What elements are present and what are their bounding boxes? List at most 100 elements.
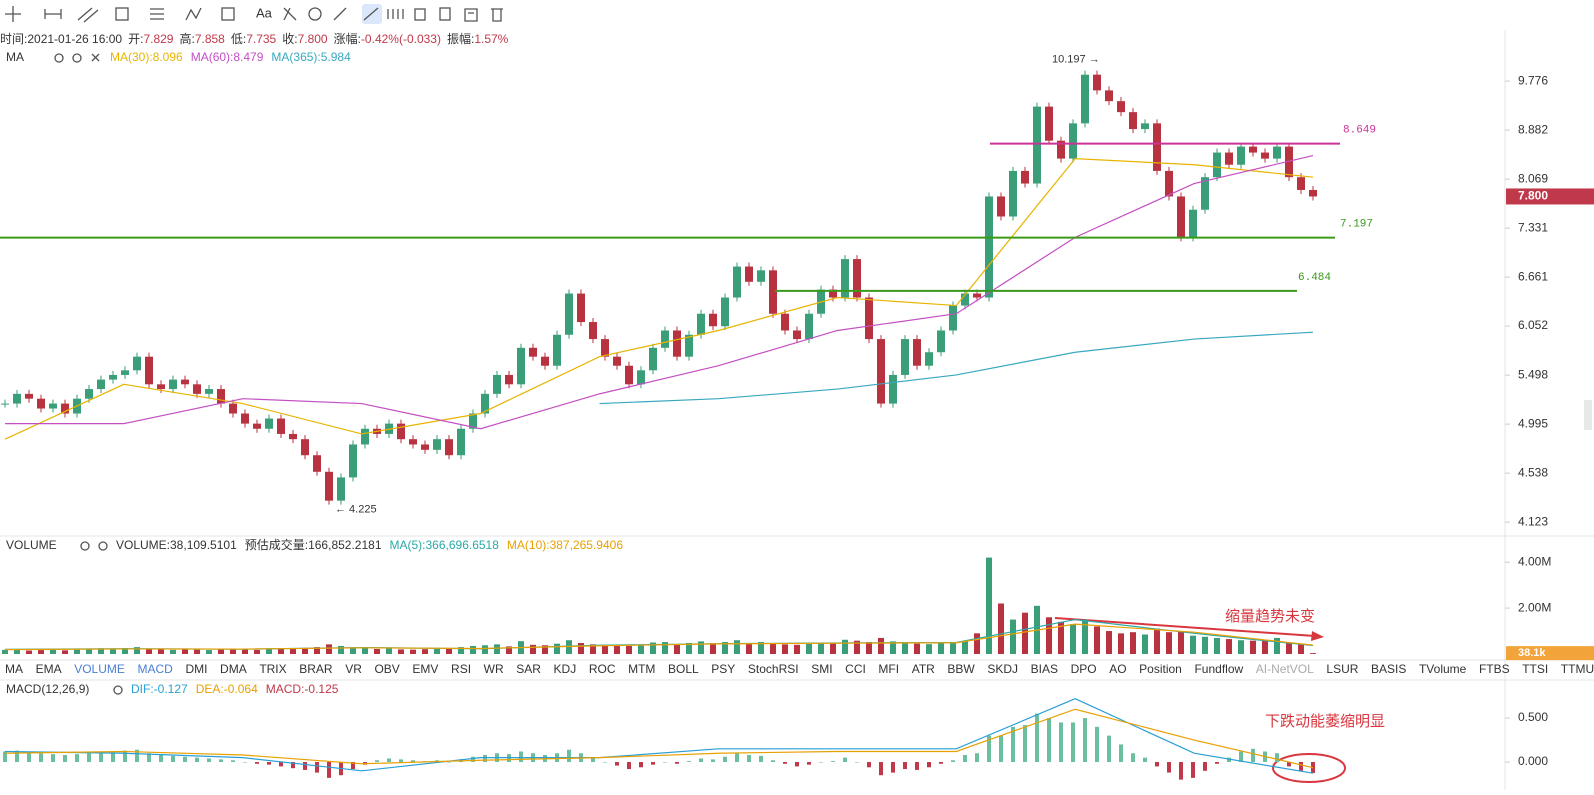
indicator-tab[interactable]: BOLL bbox=[668, 662, 699, 676]
indicator-tab[interactable]: AI-NetVOL bbox=[1256, 662, 1314, 676]
y-tick-label: 6.661 bbox=[1518, 269, 1548, 283]
indicator-tab[interactable]: MACD bbox=[138, 662, 174, 676]
layer-tool[interactable] bbox=[464, 8, 478, 22]
info-value: 7.800 bbox=[298, 32, 328, 46]
indicator-tab[interactable]: AO bbox=[1109, 662, 1126, 676]
indicator-tab[interactable]: VOLUME bbox=[74, 662, 125, 676]
indicator-tab[interactable]: TTSI bbox=[1522, 662, 1548, 676]
eye-icon[interactable] bbox=[98, 541, 108, 551]
indicator-tab[interactable]: LSUR bbox=[1326, 662, 1358, 676]
delete-tool[interactable] bbox=[491, 8, 503, 22]
volume-bar bbox=[602, 644, 608, 654]
indicator-tab[interactable]: VR bbox=[345, 662, 362, 676]
brush-tool[interactable] bbox=[283, 7, 297, 21]
grid-tool[interactable] bbox=[387, 9, 404, 19]
volume-bar bbox=[710, 643, 716, 654]
indicator-tab[interactable]: BBW bbox=[947, 662, 975, 676]
indicator-tab[interactable]: Fundflow bbox=[1194, 662, 1243, 676]
trend-tool[interactable] bbox=[77, 7, 99, 23]
candle-body bbox=[649, 347, 657, 371]
volume-bar bbox=[1298, 643, 1304, 654]
indicator-tab[interactable]: BIAS bbox=[1031, 662, 1058, 676]
crosshair-tool[interactable] bbox=[5, 6, 21, 22]
indicator-tab[interactable]: TTMU bbox=[1561, 662, 1594, 676]
macd-bar bbox=[51, 754, 55, 763]
draw-tool[interactable] bbox=[363, 7, 379, 21]
indicator-tab[interactable]: BRAR bbox=[299, 662, 333, 676]
indicator-tab[interactable]: Position bbox=[1139, 662, 1182, 676]
wave-tool[interactable] bbox=[185, 7, 202, 21]
copy-tool[interactable] bbox=[439, 7, 451, 21]
settings-icon[interactable] bbox=[80, 541, 90, 551]
fib-tool[interactable] bbox=[150, 8, 164, 20]
macd-bar bbox=[831, 761, 835, 763]
volume-bar bbox=[818, 642, 824, 654]
volume-bar bbox=[1082, 619, 1088, 654]
indicator-tab[interactable]: WR bbox=[484, 662, 504, 676]
volume-legend-item: MA(5):366,696.6518 bbox=[390, 538, 500, 552]
macd-legend-item: DIF:-0.127 bbox=[131, 682, 188, 696]
indicator-tab[interactable]: DPO bbox=[1071, 662, 1097, 676]
indicator-tab[interactable]: ATR bbox=[912, 662, 935, 676]
macd-bar bbox=[1155, 762, 1159, 767]
indicator-tab[interactable]: StochRSI bbox=[748, 662, 799, 676]
indicator-tab[interactable]: OBV bbox=[374, 662, 399, 676]
y-tick-label: 4.00M bbox=[1518, 554, 1551, 568]
close-icon[interactable] bbox=[91, 53, 100, 62]
ma-legend-item: MA(30):8.096 bbox=[110, 50, 183, 64]
indicator-tab[interactable]: TRIX bbox=[259, 662, 286, 676]
macd-bar bbox=[1239, 751, 1243, 763]
indicator-tab[interactable]: DMA bbox=[220, 662, 247, 676]
indicator-tab[interactable]: MA bbox=[5, 662, 23, 676]
y-tick-label: 2.00M bbox=[1518, 600, 1551, 614]
candle-body bbox=[1117, 101, 1125, 113]
indicator-tab[interactable]: EMV bbox=[412, 662, 438, 676]
magnet-tool[interactable] bbox=[308, 7, 322, 21]
indicator-tab[interactable]: FTBS bbox=[1479, 662, 1510, 676]
info-value: 7.858 bbox=[195, 32, 225, 46]
indicator-tab[interactable]: TVolume bbox=[1419, 662, 1467, 676]
macd-line bbox=[4, 708, 1314, 769]
volume-bar bbox=[542, 645, 548, 654]
macd-bar bbox=[1167, 762, 1171, 773]
indicator-tab[interactable]: EMA bbox=[36, 662, 62, 676]
side-handle[interactable] bbox=[1584, 400, 1592, 430]
macd-bar bbox=[1083, 718, 1087, 763]
volume-bar bbox=[98, 648, 104, 654]
indicator-tab[interactable]: MTM bbox=[628, 662, 655, 676]
indicator-tab[interactable]: SAR bbox=[516, 662, 541, 676]
macd-bar bbox=[747, 754, 751, 763]
indicator-tab[interactable]: SKDJ bbox=[987, 662, 1018, 676]
indicator-tab[interactable]: BASIS bbox=[1371, 662, 1406, 676]
rect-tool[interactable] bbox=[115, 7, 129, 21]
info-label: 高: bbox=[179, 31, 194, 46]
candle-body bbox=[1057, 140, 1065, 159]
indicator-tab[interactable]: RSI bbox=[451, 662, 471, 676]
text-tool[interactable]: Aa bbox=[256, 5, 273, 20]
candle-body bbox=[1093, 74, 1101, 91]
indicator-tab[interactable]: CCI bbox=[845, 662, 866, 676]
candle-body bbox=[325, 471, 333, 501]
settings-icon[interactable] bbox=[113, 685, 123, 695]
candle-body bbox=[205, 389, 213, 394]
volume-bar bbox=[662, 642, 668, 654]
macd-bar bbox=[819, 762, 823, 763]
indicator-tab[interactable]: MFI bbox=[878, 662, 899, 676]
settings-icon[interactable] bbox=[72, 53, 82, 63]
eye-icon[interactable] bbox=[54, 53, 64, 63]
ruler-tool[interactable] bbox=[333, 7, 347, 21]
macd-bar bbox=[927, 762, 931, 768]
indicator-tab[interactable]: ROC bbox=[589, 662, 616, 676]
indicator-tab[interactable]: SMI bbox=[811, 662, 832, 676]
indicator-tab[interactable]: KDJ bbox=[554, 662, 577, 676]
volume-bar bbox=[1094, 626, 1100, 654]
indicator-tab[interactable]: PSY bbox=[711, 662, 735, 676]
measure-tool[interactable] bbox=[221, 7, 235, 21]
indicator-tab[interactable]: DMI bbox=[185, 662, 207, 676]
hline-tool[interactable] bbox=[44, 9, 62, 19]
lock-tool[interactable] bbox=[414, 8, 426, 21]
macd-line bbox=[4, 698, 1314, 774]
candle-body bbox=[745, 266, 753, 282]
candle-body bbox=[457, 428, 465, 456]
